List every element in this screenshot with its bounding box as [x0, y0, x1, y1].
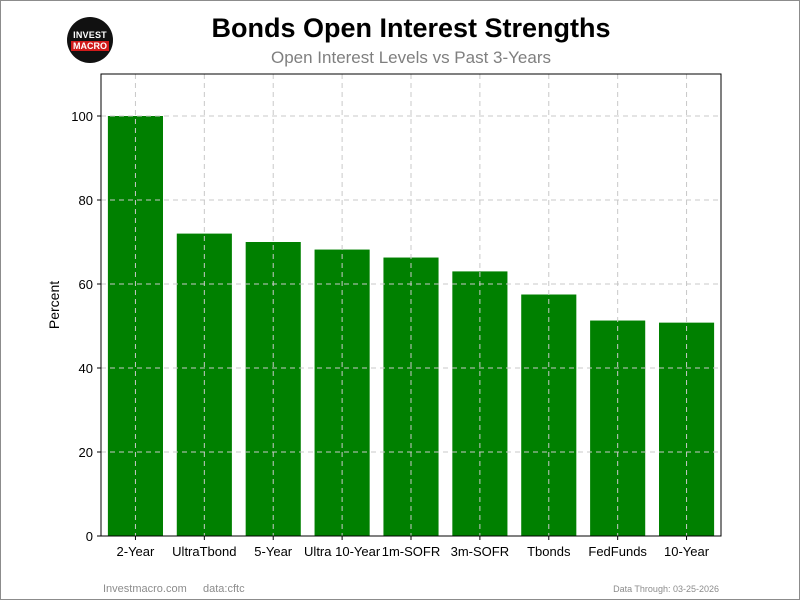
logo-text-top: INVEST	[73, 29, 107, 40]
x-tick-label-4: 1m-SOFR	[382, 544, 441, 559]
footer-date: Data Through: 03-25-2026	[613, 584, 719, 594]
x-tick-label-7: FedFunds	[588, 544, 647, 559]
y-tick-label-2: 40	[79, 361, 93, 376]
investmacro-logo: INVEST MACRO	[67, 17, 113, 63]
y-tick-label-0: 0	[86, 529, 93, 544]
footer-source: data:cftc	[203, 583, 245, 595]
x-tick-label-6: Tbonds	[527, 544, 571, 559]
y-axis-label: Percent	[46, 281, 62, 329]
footer-site: Investmacro.com	[103, 583, 187, 595]
x-tick-label-2: 5-Year	[254, 544, 292, 559]
chart-title: Bonds Open Interest Strengths	[211, 13, 611, 43]
chart-subtitle: Open Interest Levels vs Past 3-Years	[270, 48, 552, 67]
x-tick-label-3: Ultra 10-Year	[304, 544, 381, 559]
logo-text-bottom: MACRO	[71, 40, 109, 51]
y-tick-label-3: 60	[79, 277, 93, 292]
y-tick-label-5: 100	[71, 109, 93, 124]
bar-6	[521, 294, 577, 536]
y-tick-label-4: 80	[79, 193, 93, 208]
x-tick-label-8: 10-Year	[664, 544, 710, 559]
x-tick-label-0: 2-Year	[117, 544, 155, 559]
x-tick-label-5: 3m-SOFR	[451, 544, 510, 559]
x-tick-label-1: UltraTbond	[172, 544, 236, 559]
y-tick-label-1: 20	[79, 445, 93, 460]
